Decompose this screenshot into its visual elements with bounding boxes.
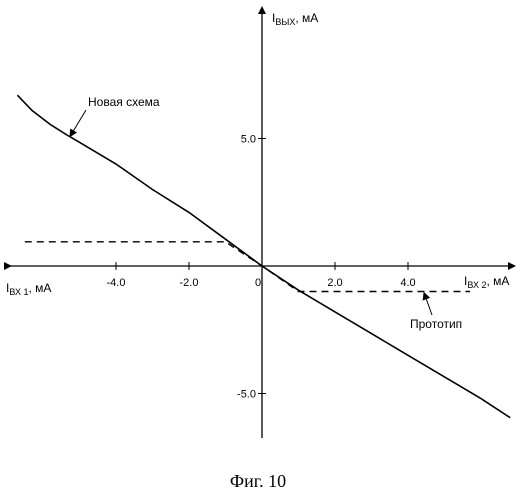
figure-caption: Фиг. 10 bbox=[0, 471, 516, 492]
y-tick-label: 5.0 bbox=[241, 134, 256, 146]
annotation-new-scheme: Новая схема bbox=[88, 95, 160, 109]
series-group bbox=[17, 95, 510, 418]
x-tick-label: 2.0 bbox=[327, 277, 342, 289]
y-tick-label: -5.0 bbox=[237, 389, 256, 401]
axes bbox=[8, 10, 512, 438]
x-tick-label: -4.0 bbox=[107, 277, 126, 289]
annotation-prototype: Прототип bbox=[410, 317, 462, 331]
x-axis-label-left: IВХ 1, мА bbox=[6, 281, 51, 297]
x-axis-label-right: IВХ 2, мА bbox=[464, 274, 509, 290]
series-line-new-scheme bbox=[17, 95, 510, 418]
annotations: Новая схема Прототип bbox=[72, 95, 463, 331]
annotation-arrow-new-scheme bbox=[72, 110, 86, 134]
axis-ticks: -4.0 -2.0 2.0 4.0 5.0 -5.0 0 bbox=[107, 134, 416, 401]
annotation-arrow-prototype bbox=[425, 296, 432, 316]
axis-labels: IВЫХ, мА IВХ 1, мА IВХ 2, мА bbox=[6, 11, 509, 297]
y-axis-label: IВЫХ, мА bbox=[272, 11, 318, 27]
x-tick-label: 4.0 bbox=[400, 277, 415, 289]
x-tick-label: -2.0 bbox=[180, 277, 199, 289]
origin-label: 0 bbox=[255, 277, 261, 289]
